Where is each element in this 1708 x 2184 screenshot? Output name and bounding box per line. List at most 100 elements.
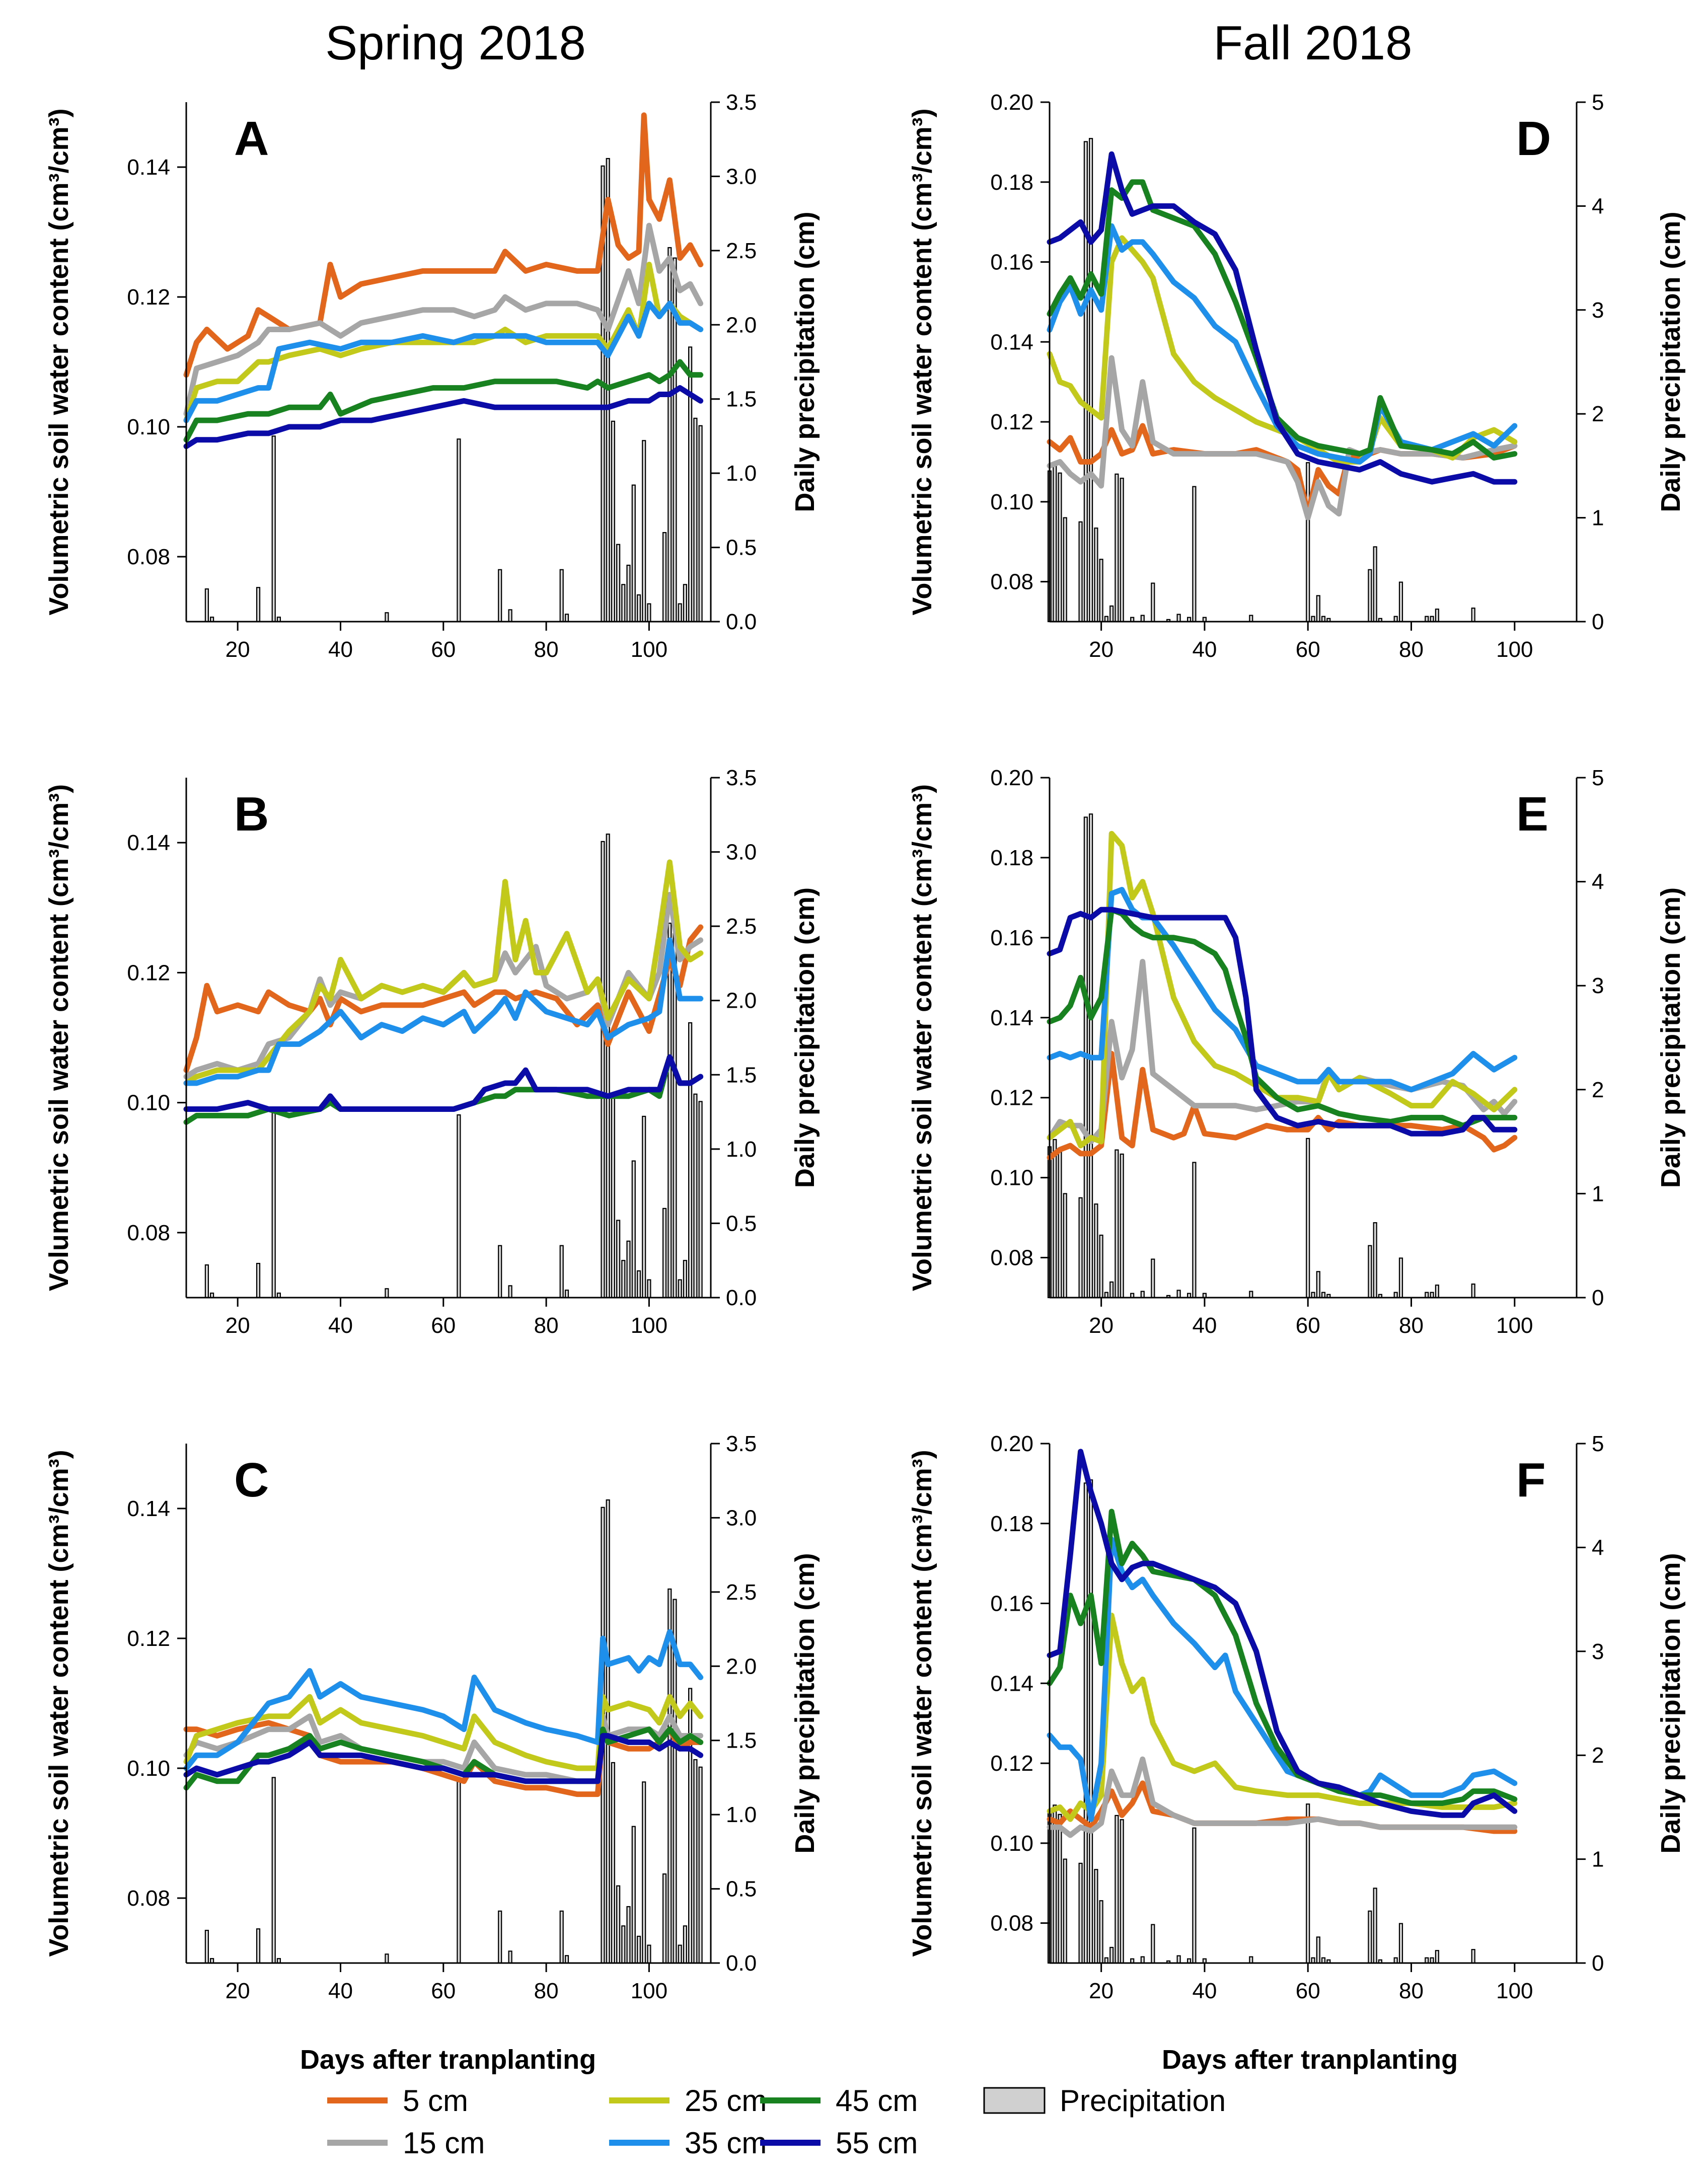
legend-label: Precipitation: [1060, 2084, 1226, 2118]
precip-bar: [1115, 473, 1119, 623]
precip-bar: [693, 417, 698, 623]
precip-bar: [1471, 1949, 1475, 1964]
precip-bar: [678, 603, 682, 623]
y-tick-label: 0.12: [127, 285, 170, 310]
precip-bar: [1063, 1193, 1067, 1299]
precip-bar: [457, 438, 461, 623]
precip-bar: [1306, 462, 1310, 623]
precip-bar: [1373, 1888, 1377, 1964]
y2-tick-label: 2: [1592, 1743, 1604, 1768]
y-tick-label: 0.14: [127, 1496, 170, 1521]
panel-letter: C: [234, 1453, 269, 1507]
precip-bar: [1192, 1827, 1197, 1964]
precip-bar: [1120, 1819, 1124, 1964]
precip-bar: [611, 1762, 616, 1964]
legend-swatch: [983, 2087, 1046, 2114]
precip-bar: [204, 588, 209, 623]
precip-bar: [698, 1766, 703, 1964]
y-tick-label: 0.08: [990, 1911, 1033, 1936]
precip-bar: [642, 1115, 646, 1299]
left-axis-label: Volumetric soil water content (cm³/cm³): [907, 1450, 937, 1956]
precip-bar: [611, 1096, 616, 1299]
y2-tick-label: 4: [1592, 194, 1604, 218]
series-line-45cm: [183, 359, 704, 443]
series-line-45cm: [1047, 907, 1518, 1128]
legend-item: 55 cm: [760, 2126, 918, 2160]
precip-bar: [1321, 616, 1326, 623]
x-tick-label: 100: [1496, 1313, 1533, 1338]
fall-column-title: Fall 2018: [1214, 16, 1413, 70]
x-tick-label: 40: [328, 637, 353, 662]
precip-bar: [1435, 1285, 1439, 1299]
y-tick-label: 0.16: [990, 1592, 1033, 1616]
series-line-5cm: [1047, 1050, 1518, 1161]
y2-tick-label: 1.0: [726, 461, 757, 486]
series-line-35cm: [183, 937, 704, 1086]
y2-tick-label: 0: [1592, 1951, 1604, 1976]
y-tick-label: 0.14: [990, 1006, 1033, 1030]
x-tick-label: 60: [1296, 1313, 1320, 1338]
right-axis-label: Daily precipitation (cm): [1656, 887, 1686, 1188]
y2-tick-label: 1.5: [726, 387, 757, 412]
precip-bar: [204, 1264, 209, 1299]
precip-bar: [621, 584, 626, 623]
y-tick-label: 0.12: [127, 960, 170, 985]
precip-bar: [1368, 569, 1372, 623]
precip-bar: [1176, 614, 1181, 623]
x-tick-label: 100: [631, 1979, 667, 2003]
precip-bar: [662, 1208, 667, 1299]
y-tick-label: 0.20: [990, 90, 1033, 115]
precip-bar: [204, 1930, 209, 1964]
y-tick-label: 0.14: [990, 1671, 1033, 1696]
precip-bar: [498, 569, 502, 623]
series-line-5cm: [183, 924, 704, 1073]
precip-bar: [601, 841, 605, 1299]
y2-tick-label: 1: [1592, 1847, 1604, 1872]
y2-tick-label: 2: [1592, 1078, 1604, 1102]
y2-tick-label: 0.0: [726, 1951, 757, 1976]
y2-tick-label: 5: [1592, 766, 1604, 790]
legend-item: Precipitation: [983, 2084, 1226, 2118]
precip-bar: [1192, 1162, 1197, 1299]
precip-bar: [1120, 478, 1124, 623]
series-line-35cm: [183, 1629, 704, 1771]
precip-bar: [1053, 1139, 1057, 1299]
panel-letter: A: [234, 112, 269, 166]
legend-label: 5 cm: [403, 2084, 468, 2118]
series-line-55cm: [1047, 1449, 1518, 1818]
precip-bar: [1140, 1291, 1145, 1299]
y2-tick-label: 2.5: [726, 239, 757, 263]
precip-bar: [385, 612, 389, 623]
y-tick-label: 0.12: [990, 1751, 1033, 1776]
precip-bar: [1083, 141, 1088, 623]
precip-bar: [271, 1777, 276, 1964]
series-line-55cm: [1047, 151, 1518, 485]
precip-bar: [647, 1944, 651, 1964]
panel-e: 20 40 60 80 100 0.08 0.10 0.12 0.14 0.16 0.18 0.20 0…: [907, 766, 1686, 1338]
precip-bar: [1249, 615, 1253, 623]
x-tick-label: 80: [1399, 1979, 1424, 2003]
precip-bar: [698, 1101, 703, 1299]
y2-tick-label: 2: [1592, 402, 1604, 426]
precip-bar: [626, 564, 631, 623]
x-tick-label: 60: [431, 1313, 456, 1338]
precip-bar: [271, 435, 276, 623]
right-axis-label: Daily precipitation (cm): [1656, 211, 1686, 512]
left-axis-label: Volumetric soil water content (cm³/cm³): [44, 784, 74, 1291]
y-tick-label: 0.16: [990, 926, 1033, 950]
y-tick-label: 0.14: [127, 155, 170, 180]
y-tick-label: 0.20: [990, 1432, 1033, 1456]
precip-bar: [642, 1781, 646, 1964]
y-tick-label: 0.08: [127, 545, 170, 569]
right-axis-label: Daily precipitation (cm): [790, 211, 820, 512]
spring-x-axis-label: Days after tranplanting: [300, 2045, 596, 2075]
panel-c: 20 40 60 80 100 0.08 0.10 0.12 0.14 0.0 0.5 1.0 1.5 2…: [44, 1432, 820, 2003]
precip-bar: [1078, 1197, 1083, 1299]
series-line-45cm: [183, 1726, 704, 1791]
y-tick-label: 0.10: [990, 1166, 1033, 1190]
y2-tick-label: 3.5: [726, 1432, 757, 1456]
series-line-35cm: [1047, 1537, 1518, 1822]
x-tick-label: 100: [1496, 637, 1533, 662]
precip-bar: [662, 1873, 667, 1964]
precip-bar: [1306, 1138, 1310, 1299]
